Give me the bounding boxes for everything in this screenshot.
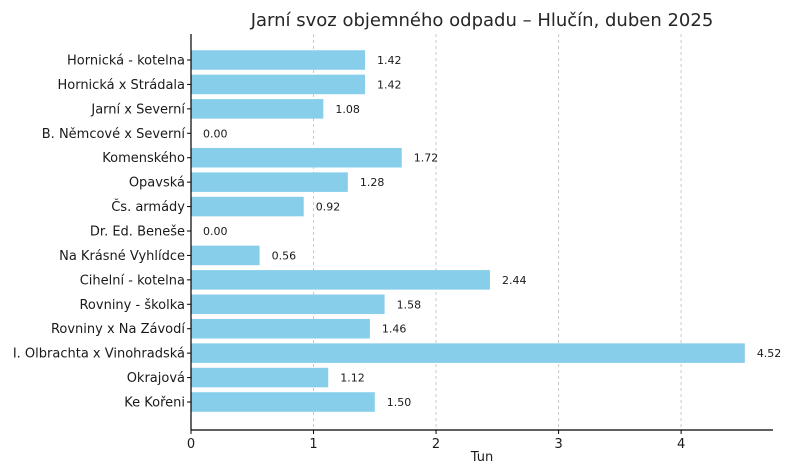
x-tick-labels: 0 1 2 3 4 (187, 430, 685, 452)
bar (191, 147, 402, 168)
x-tick-label: 2 (432, 437, 440, 452)
bar (191, 270, 490, 290)
x-tick-label: 4 (677, 437, 685, 452)
category-label: Dr. Ed. Beneše (90, 225, 185, 240)
bar (191, 367, 329, 388)
category-label: Na Krásné Vyhlídce (59, 249, 185, 264)
bar (191, 294, 385, 315)
data-label: 0.56 (272, 249, 297, 262)
data-label: 1.50 (387, 396, 412, 409)
category-label: Hornická - kotelna (67, 54, 185, 69)
data-label: 0.00 (203, 225, 228, 238)
category-label: Jarní x Severní (90, 102, 185, 117)
bar (191, 245, 260, 266)
x-axis-label: Tun (470, 450, 493, 465)
data-label: 1.58 (397, 298, 422, 311)
bar (191, 318, 370, 339)
bar (191, 196, 304, 217)
data-label: 0.00 (203, 127, 228, 140)
category-label: Hornická x Strádala (57, 78, 185, 93)
category-label: Rovniny - školka (79, 298, 185, 313)
bar (191, 392, 375, 412)
category-labels: Hornická - kotelna Hornická x Strádala Jar… (13, 54, 191, 411)
data-label: 1.28 (360, 176, 385, 189)
category-label: Ke Kořeni (124, 396, 185, 411)
bar (191, 343, 745, 363)
chart-title: Jarní svoz objemného odpadu – Hlučín, du… (250, 10, 714, 31)
category-label: Cihelní - kotelna (80, 273, 185, 288)
bar (191, 50, 365, 70)
bar (191, 172, 348, 192)
category-label: Čs. armády (111, 199, 185, 215)
category-label: I. Olbrachta x Vinohradská (13, 347, 185, 362)
data-label: 1.42 (377, 78, 402, 91)
data-label: 1.08 (335, 103, 360, 116)
data-label: 1.12 (340, 372, 365, 385)
x-tick-label: 0 (187, 437, 195, 452)
x-tick-label: 3 (554, 437, 562, 452)
category-label: Opavská (129, 176, 185, 191)
data-label: 0.92 (316, 201, 341, 214)
bars (191, 50, 745, 412)
bar (191, 74, 365, 95)
category-label: Komenského (102, 151, 185, 166)
category-label: Rovniny x Na Závodí (51, 322, 185, 337)
value-labels: 1.42 1.42 1.08 0.00 1.72 1.28 0.92 0.00 0.56 2.44… (203, 54, 781, 409)
bar (191, 99, 324, 119)
data-label: 1.42 (377, 54, 402, 67)
data-label: 1.46 (382, 323, 407, 336)
data-label: 1.72 (414, 152, 439, 165)
data-label: 2.44 (502, 274, 527, 287)
data-label: 4.52 (757, 347, 782, 360)
category-label: B. Němcové x Severní (42, 127, 186, 142)
x-tick-label: 1 (309, 437, 317, 452)
category-label: Okrajová (127, 371, 185, 386)
